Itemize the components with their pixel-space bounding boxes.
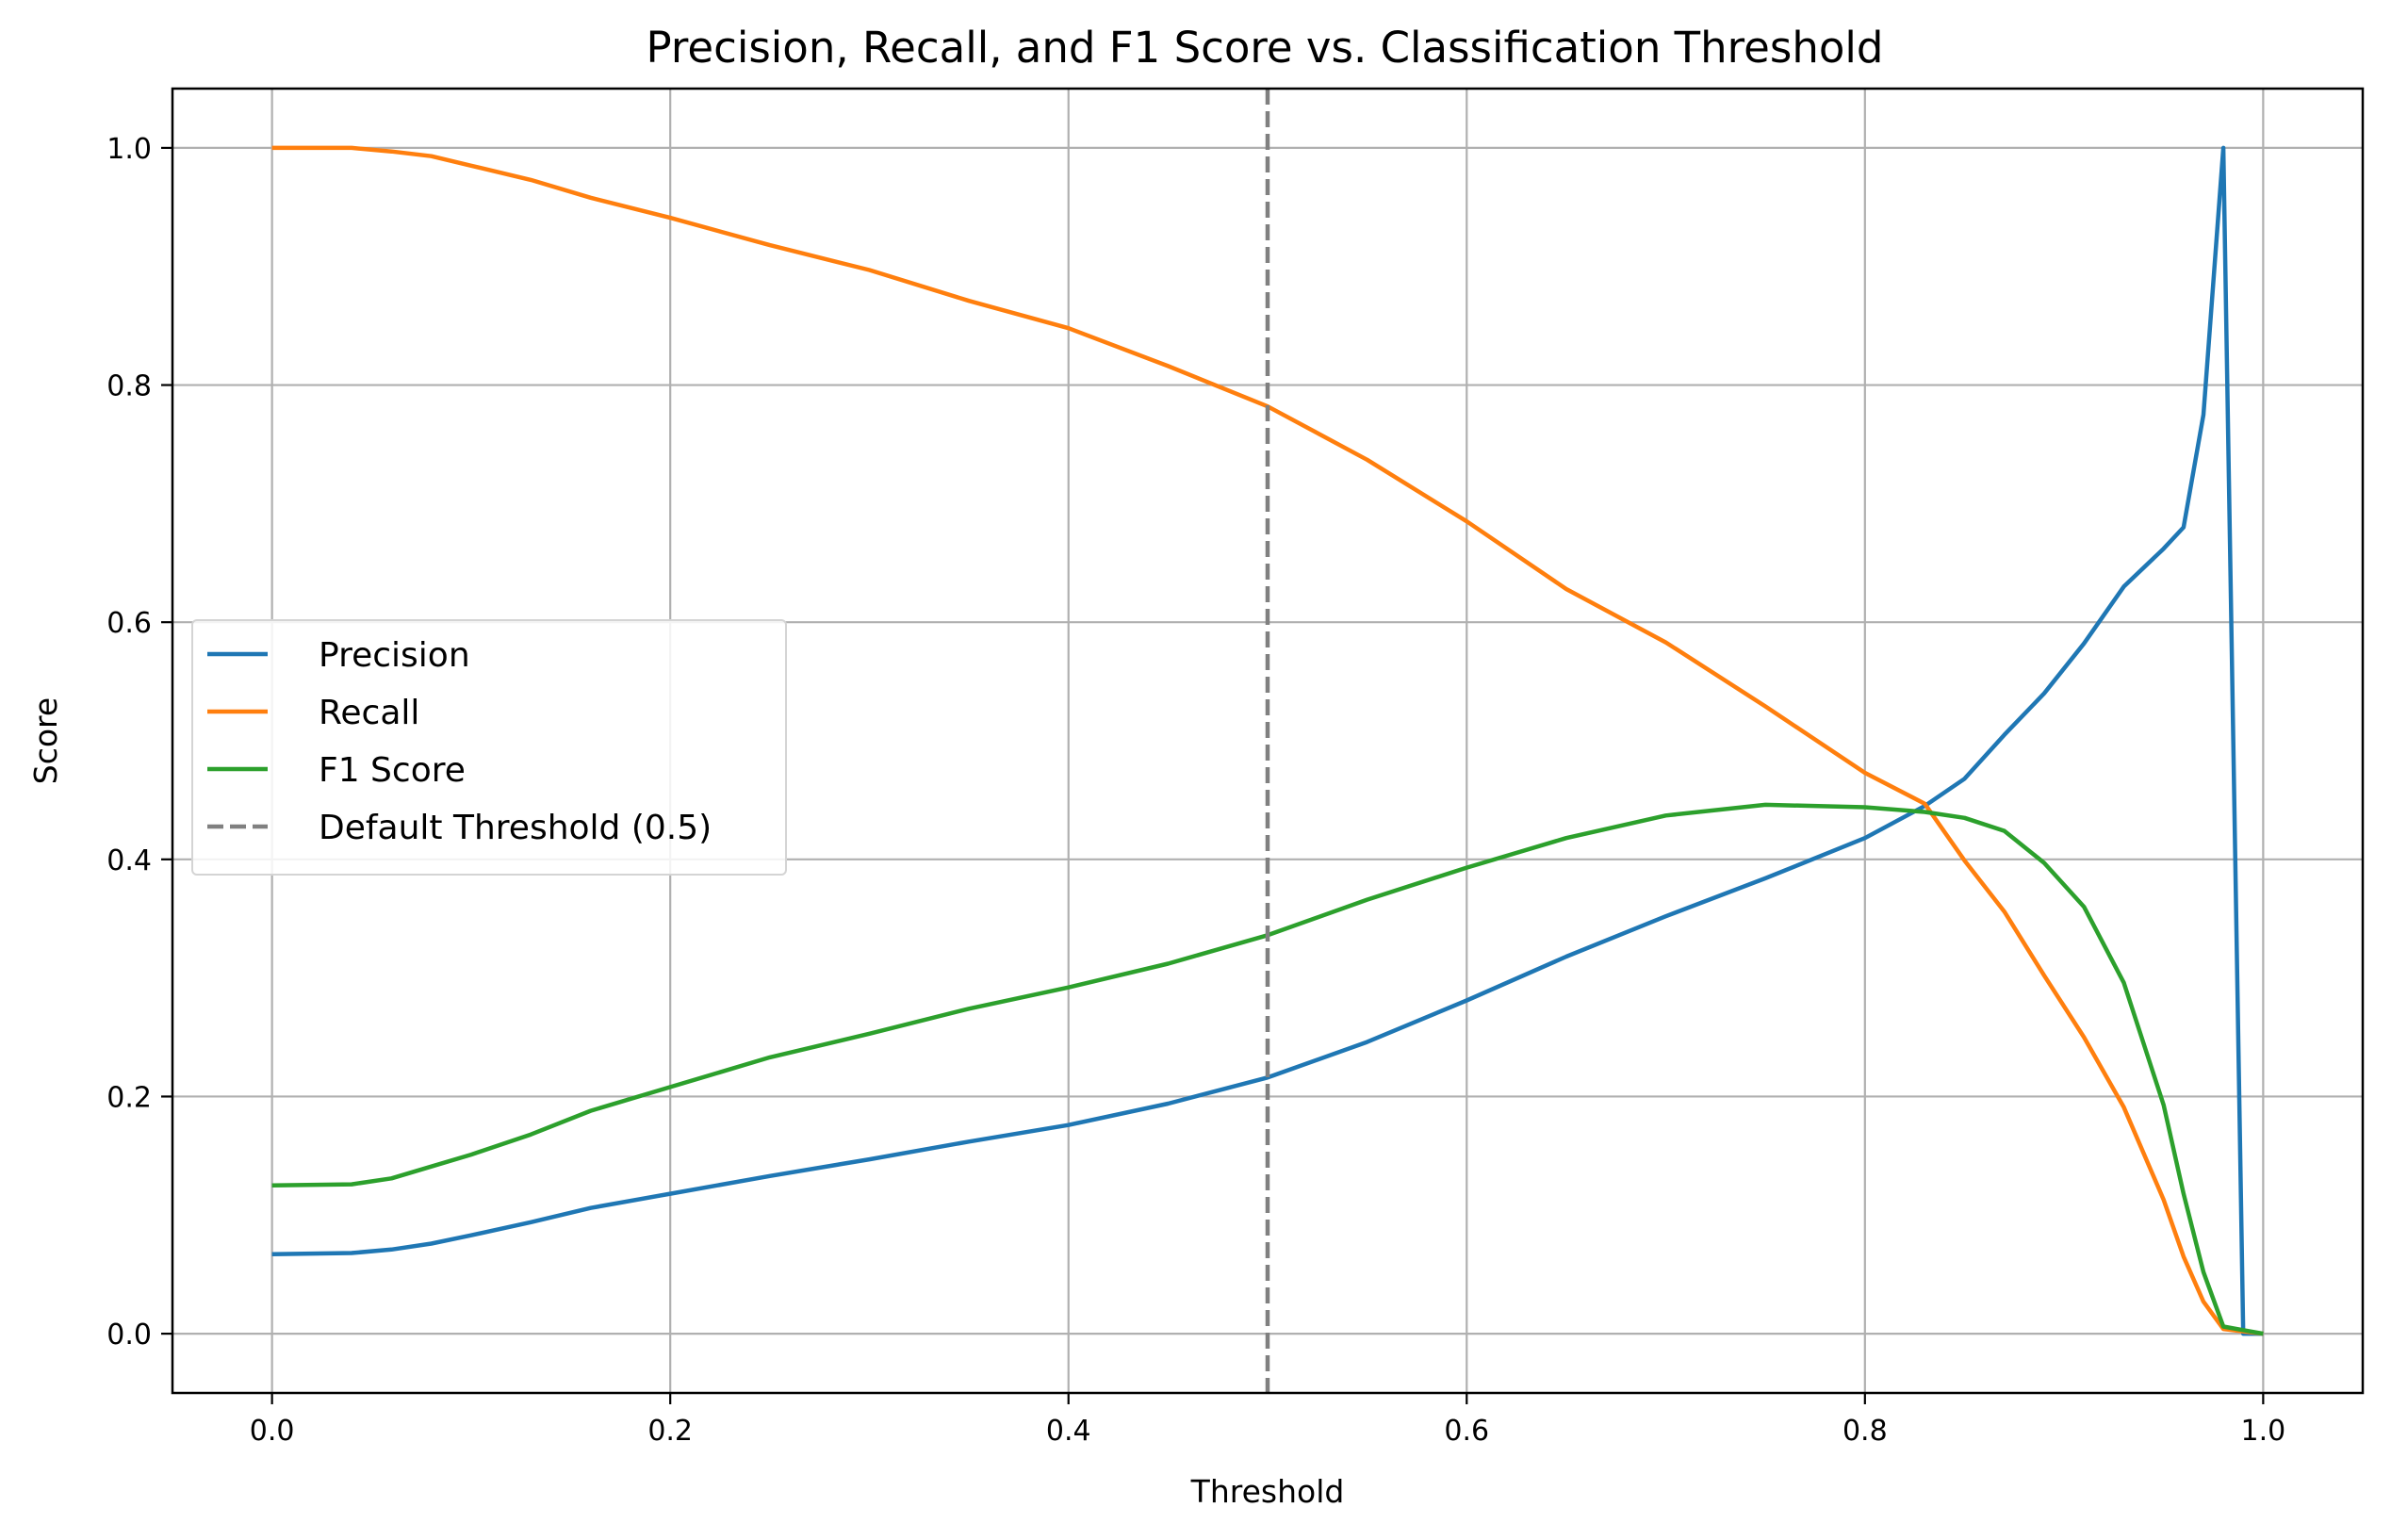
x-axis-label: Threshold (1190, 1473, 1345, 1510)
series-line-precision (271, 145, 2264, 1336)
series-line-f1-score (271, 802, 2264, 1336)
x-tick-label: 0.6 (1444, 1415, 1489, 1448)
y-axis-label: Score (27, 697, 64, 784)
legend: Precision Recall F1 Score Default Threshold… (191, 619, 787, 876)
legend-label: Default Threshold (0.5) (319, 809, 712, 847)
y-tick-label: 0.2 (106, 1081, 152, 1114)
x-tick-label: 0.4 (1046, 1415, 1091, 1448)
y-tick-label: 0.0 (106, 1319, 152, 1352)
x-tick-label: 0.2 (647, 1415, 693, 1448)
series-layer (271, 145, 2264, 1336)
x-tick-label: 0.8 (1842, 1415, 1888, 1448)
legend-label: Recall (319, 694, 419, 732)
y-tick-label: 1.0 (106, 133, 152, 166)
y-tick-label: 0.8 (106, 370, 152, 403)
legend-label: Precision (319, 636, 470, 675)
series-line-recall (271, 145, 2264, 1336)
legend-box (191, 619, 787, 876)
chart-title: Precision, Recall, and F1 Score vs. Clas… (647, 23, 1884, 73)
x-tick-label: 0.0 (250, 1415, 295, 1448)
y-tick-label: 0.4 (106, 844, 152, 877)
ticks: 0.0 0.2 0.4 0.6 0.8 1.0 0.0 0.2 0.4 0.6 0.8 1.0 (106, 133, 2285, 1448)
plot-frame (171, 87, 2365, 1395)
y-tick-label: 0.6 (106, 607, 152, 640)
x-tick-label: 1.0 (2241, 1415, 2286, 1448)
legend-label: F1 Score (319, 751, 466, 790)
